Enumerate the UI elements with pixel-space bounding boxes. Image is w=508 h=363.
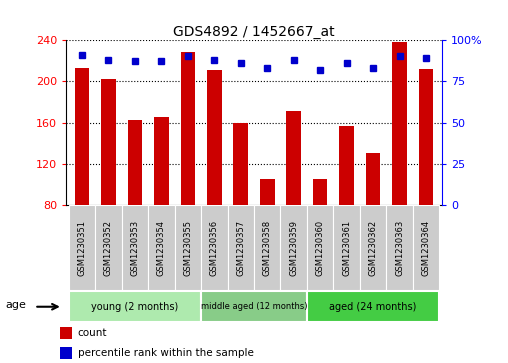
Text: GSM1230356: GSM1230356 — [210, 220, 219, 276]
Text: GSM1230354: GSM1230354 — [157, 220, 166, 276]
Bar — [280, 205, 307, 290]
Bar — [260, 179, 274, 205]
Text: GSM1230363: GSM1230363 — [395, 220, 404, 276]
Text: middle aged (12 months): middle aged (12 months) — [201, 302, 307, 311]
Bar — [228, 205, 254, 290]
Bar — [180, 52, 195, 205]
Bar — [307, 205, 333, 290]
Text: GSM1230358: GSM1230358 — [263, 220, 272, 276]
Text: young (2 months): young (2 months) — [91, 302, 178, 312]
Bar — [392, 42, 407, 205]
Bar — [413, 205, 439, 290]
Text: count: count — [78, 328, 107, 338]
Bar — [307, 291, 439, 322]
Bar — [69, 291, 201, 322]
Bar — [333, 205, 360, 290]
Bar — [95, 205, 121, 290]
Bar — [360, 205, 387, 290]
Bar — [75, 68, 89, 205]
Bar — [287, 111, 301, 205]
Text: GSM1230357: GSM1230357 — [236, 220, 245, 276]
Bar — [154, 117, 169, 205]
Bar — [254, 205, 280, 290]
Text: GSM1230352: GSM1230352 — [104, 220, 113, 276]
Title: GDS4892 / 1452667_at: GDS4892 / 1452667_at — [173, 25, 335, 39]
Text: GSM1230360: GSM1230360 — [315, 220, 325, 276]
Text: aged (24 months): aged (24 months) — [330, 302, 417, 312]
Bar — [121, 205, 148, 290]
Text: percentile rank within the sample: percentile rank within the sample — [78, 348, 253, 358]
Text: GSM1230364: GSM1230364 — [422, 220, 431, 276]
Bar — [201, 205, 228, 290]
Bar — [60, 327, 72, 339]
Bar — [201, 291, 307, 322]
Text: GSM1230355: GSM1230355 — [183, 220, 193, 276]
Text: GSM1230359: GSM1230359 — [289, 220, 298, 276]
Text: GSM1230353: GSM1230353 — [131, 220, 139, 276]
Bar — [234, 122, 248, 205]
Text: age: age — [5, 300, 26, 310]
Bar — [148, 205, 175, 290]
Bar — [387, 205, 413, 290]
Text: GSM1230362: GSM1230362 — [369, 220, 377, 276]
Bar — [69, 205, 95, 290]
Bar — [175, 205, 201, 290]
Bar — [101, 79, 116, 205]
Text: GSM1230351: GSM1230351 — [77, 220, 86, 276]
Bar — [339, 126, 354, 205]
Bar — [366, 154, 380, 205]
Text: GSM1230361: GSM1230361 — [342, 220, 351, 276]
Bar — [419, 69, 433, 205]
Bar — [313, 179, 328, 205]
Bar — [128, 121, 142, 205]
Bar — [60, 347, 72, 359]
Bar — [207, 70, 221, 205]
